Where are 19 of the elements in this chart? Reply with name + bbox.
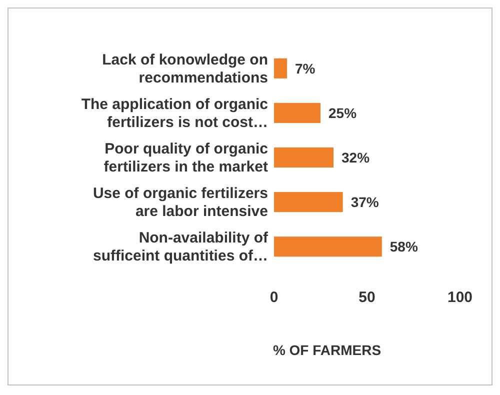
data-label: 37% bbox=[350, 194, 380, 210]
data-label: 25% bbox=[328, 104, 358, 121]
x-tick-label: 0 bbox=[270, 289, 278, 306]
bar bbox=[274, 236, 382, 257]
bar bbox=[274, 192, 343, 212]
y-tick-label: Non-availability of sufficeint quantities of… bbox=[92, 230, 269, 265]
x-tick-label: 50 bbox=[358, 289, 376, 306]
bar bbox=[274, 58, 288, 78]
data-label: 32% bbox=[342, 150, 370, 166]
y-tick-label: The application of organic fertilizers is not cost… bbox=[81, 96, 268, 131]
y-tick-label: Poor quality of organic fertilizers in the market bbox=[104, 140, 268, 176]
y-tick-label: Lack of konowledge on recommendations bbox=[102, 51, 268, 86]
data-label: 58% bbox=[390, 238, 418, 255]
x-tick-label: 100 bbox=[447, 289, 473, 306]
bar bbox=[274, 147, 334, 168]
data-label: 7% bbox=[295, 60, 316, 76]
bar bbox=[274, 102, 320, 123]
y-tick-label: Use of organic fertilizers are labor intensive bbox=[92, 185, 268, 220]
x-axis-title: % OF FARMERS bbox=[272, 342, 382, 358]
